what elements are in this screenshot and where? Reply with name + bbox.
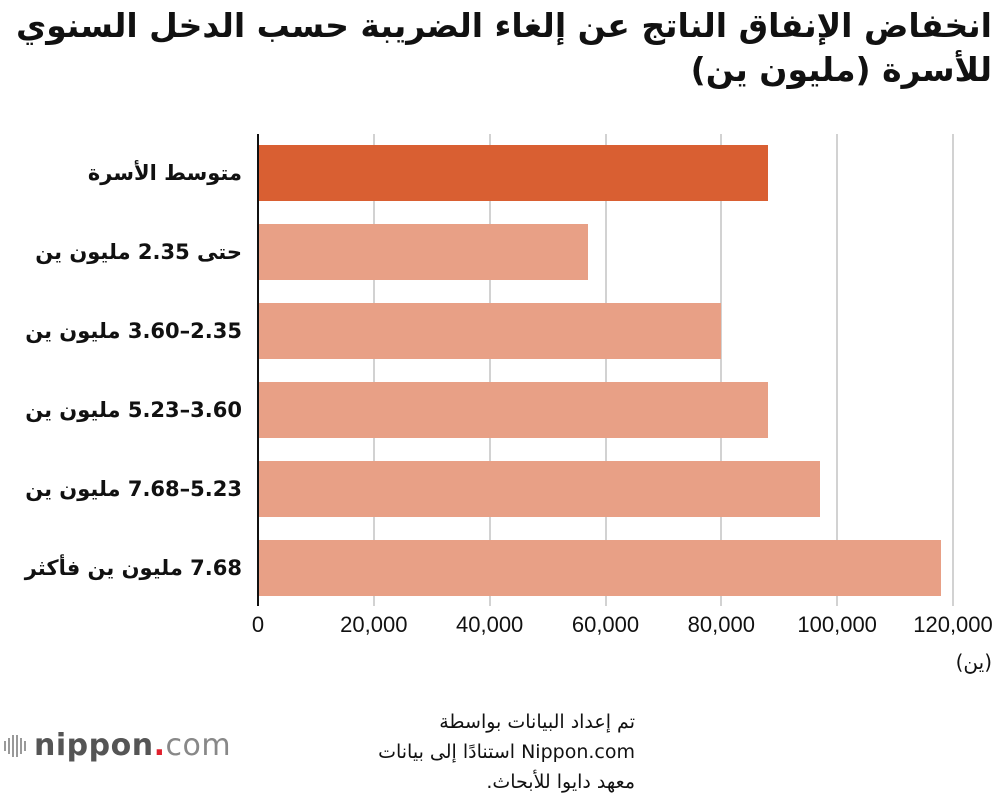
category-label: 7.68 مليون ين فأكثر [24,556,242,580]
y-axis-line [257,134,259,606]
x-axis-unit-label: (ين) [955,650,992,674]
gridline [488,134,491,606]
x-tick-label: 120,000 [913,612,993,637]
x-tick-label: 20,000 [340,612,408,637]
bar [258,540,942,596]
x-tick-label: 60,000 [571,612,640,637]
plot-area [258,134,1000,606]
bar [258,461,820,517]
chart-title: انخفاض الإنفاق الناتج عن إلغاء الضريبة ح… [15,6,992,89]
category-label: حتى 2.35 مليون ين [35,240,242,264]
gridline [952,134,954,606]
category-label: 2.35–3.60 مليون ين [25,319,242,343]
x-tick-label: 40,000 [456,612,524,637]
gridline [604,134,607,606]
category-label: متوسط الأسرة [87,161,242,185]
logo-wordmark: nippon.com [34,728,232,763]
x-tick-label: 0 [251,612,265,637]
bar [258,224,589,280]
category-label: 5.23–7.68 مليون ين [25,477,242,501]
gridline [836,134,839,606]
gridline [720,134,723,606]
x-tick-label: 100,000 [797,612,877,637]
bar [258,382,768,438]
nippon-logo: nippon.com [4,728,231,763]
bar [258,145,768,201]
category-label: 3.60–5.23 مليون ين [25,398,242,422]
logo-bars-icon [4,734,26,757]
bar [258,303,722,359]
source-note: تم إعداد البيانات بواسطة Nippon.com استن… [378,711,635,793]
gridline [372,134,375,606]
x-tick-label: 80,000 [687,612,755,637]
